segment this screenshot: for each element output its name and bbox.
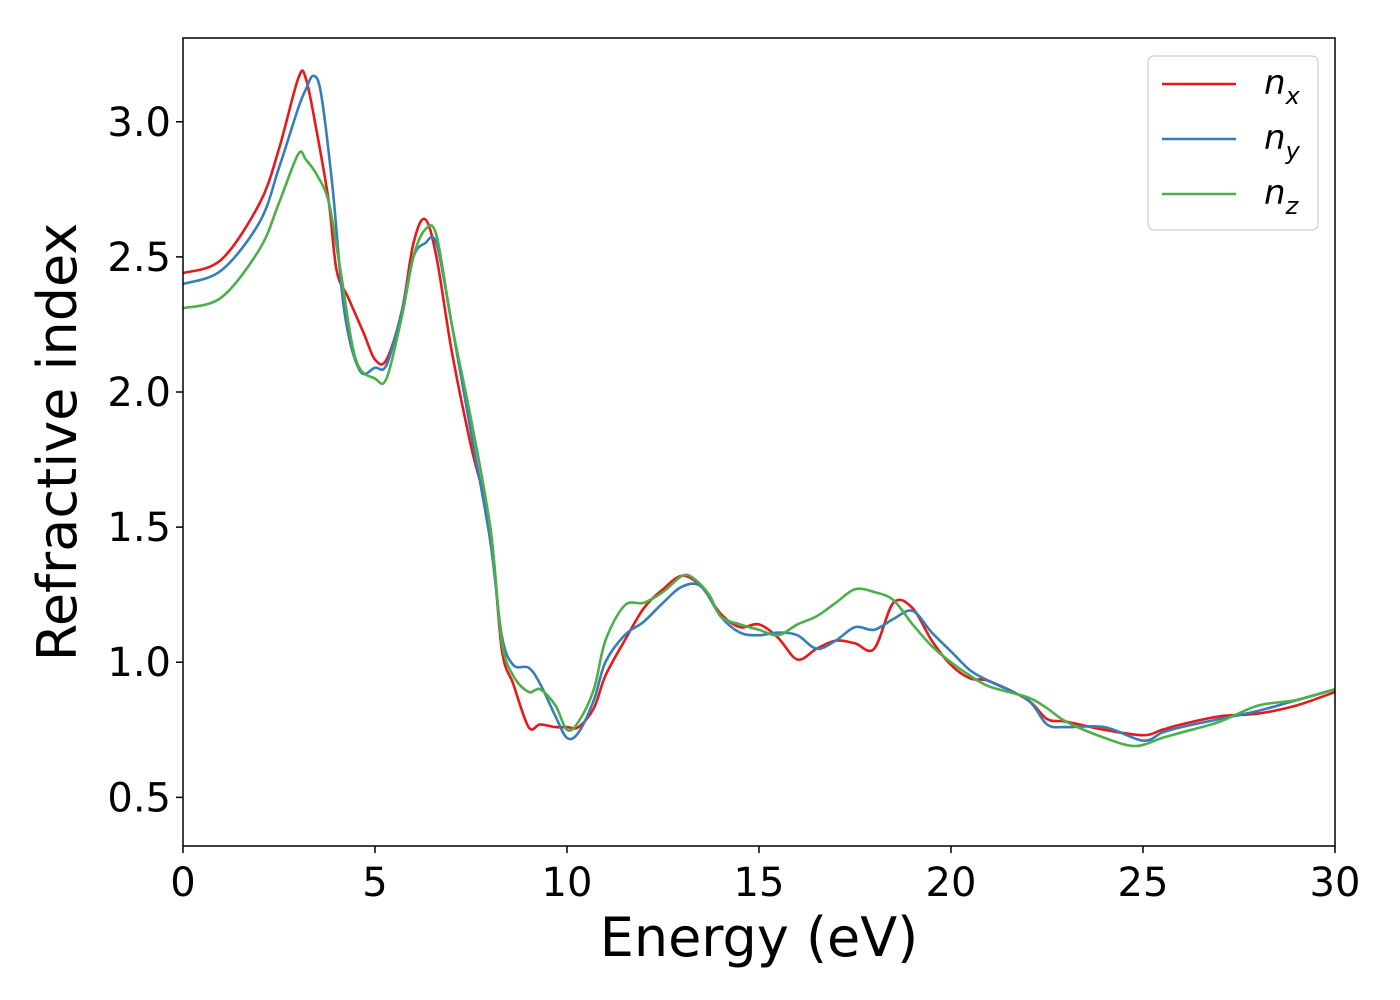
y-tick-label: 1.5 xyxy=(107,505,171,551)
x-tick-label: 15 xyxy=(734,860,785,906)
x-tick-label: 20 xyxy=(926,860,977,906)
x-axis-ticks: 0 5 10 15 20 25 30 xyxy=(170,846,1360,906)
x-tick-label: 30 xyxy=(1310,860,1361,906)
x-tick-label: 25 xyxy=(1118,860,1169,906)
y-tick-label: 0.5 xyxy=(107,775,171,821)
y-axis-ticks: 0.5 1.0 1.5 2.0 2.5 3.0 xyxy=(107,100,183,821)
legend-label-y: ny xyxy=(1264,118,1301,165)
series-layer xyxy=(183,69,1335,748)
y-tick-label: 1.0 xyxy=(107,640,171,686)
x-tick-label: 10 xyxy=(542,860,593,906)
legend-label-x: nx xyxy=(1264,63,1301,110)
legend: nx ny nz xyxy=(1147,55,1319,231)
y-tick-label: 2.0 xyxy=(107,370,171,416)
x-axis-label: Energy (eV) xyxy=(600,906,919,969)
x-tick-label: 0 xyxy=(170,860,195,906)
x-tick-label: 5 xyxy=(362,860,387,906)
legend-box xyxy=(1147,55,1319,231)
y-tick-label: 2.5 xyxy=(107,235,171,281)
legend-label-z: nz xyxy=(1264,173,1300,220)
y-tick-label: 3.0 xyxy=(107,100,171,146)
series-line-z xyxy=(183,150,1335,748)
y-axis-label: Refractive index xyxy=(26,223,89,662)
